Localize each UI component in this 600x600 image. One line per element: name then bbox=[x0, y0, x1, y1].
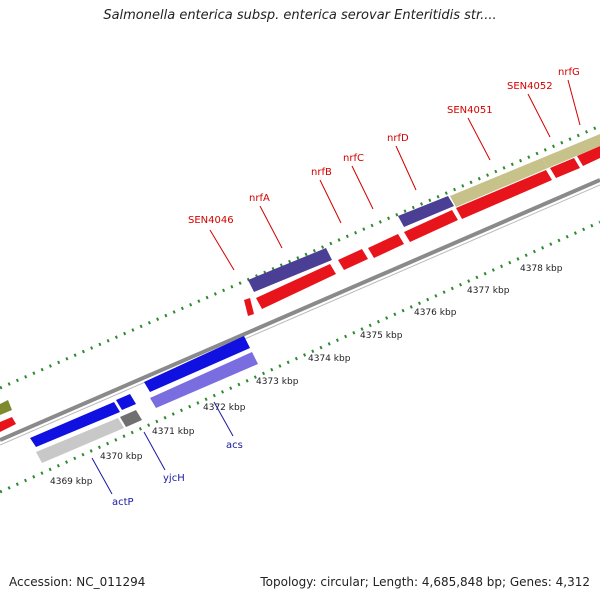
reverse-gene-labels: actP yjcH acs bbox=[112, 440, 243, 508]
reverse-tick-track bbox=[0, 220, 600, 494]
leader-nrfC bbox=[351, 165, 374, 210]
block-purple-nrfD[interactable] bbox=[398, 196, 454, 227]
leader-acs bbox=[213, 401, 234, 437]
leader-SEN4051 bbox=[467, 117, 491, 161]
label-nrfD[interactable]: nrfD bbox=[387, 133, 409, 144]
leader-nrfA bbox=[259, 205, 283, 249]
kbp-label-4378: 4378 kbp bbox=[520, 264, 563, 274]
gene-acs-light[interactable] bbox=[150, 352, 258, 408]
gene-actP[interactable] bbox=[30, 402, 120, 447]
kbp-label-4377: 4377 kbp bbox=[467, 286, 510, 296]
label-acs[interactable]: acs bbox=[226, 440, 243, 451]
gene-SEN4052[interactable] bbox=[550, 158, 580, 178]
leader-SEN4046 bbox=[209, 229, 235, 271]
forward-gene-labels: SEN4046 nrfA nrfB nrfC nrfD SEN4051 SEN4… bbox=[188, 67, 580, 226]
label-yjcH[interactable]: yjcH bbox=[163, 473, 185, 484]
block-khaki-1[interactable] bbox=[450, 158, 548, 207]
kbp-label-4373: 4373 kbp bbox=[256, 377, 299, 387]
block-purple-nrfA[interactable] bbox=[248, 248, 332, 292]
label-nrfC[interactable]: nrfC bbox=[343, 153, 364, 164]
kbp-label-4375: 4375 kbp bbox=[360, 331, 403, 341]
kbp-label-4369: 4369 kbp bbox=[50, 477, 93, 487]
gene-actP-shadow[interactable] bbox=[36, 418, 124, 463]
label-SEN4046[interactable]: SEN4046 bbox=[188, 215, 234, 226]
label-actP[interactable]: actP bbox=[112, 497, 134, 508]
gene-nrfD[interactable] bbox=[404, 210, 458, 242]
leader-SEN4052 bbox=[527, 93, 551, 138]
reverse-label-leaders bbox=[91, 401, 234, 495]
genome-summary-text: Topology: circular; Length: 4,685,848 bp… bbox=[260, 575, 590, 589]
leader-actP bbox=[91, 457, 113, 495]
kbp-label-4371: 4371 kbp bbox=[152, 427, 195, 437]
accession-text: Accession: NC_011294 bbox=[9, 575, 146, 589]
label-nrfA[interactable]: nrfA bbox=[249, 193, 270, 204]
gene-acs[interactable] bbox=[144, 336, 250, 392]
reverse-genes bbox=[30, 336, 258, 463]
kbp-labels: 4369 kbp 4370 kbp 4371 kbp 4372 kbp 4373… bbox=[50, 264, 563, 487]
label-nrfG[interactable]: nrfG bbox=[558, 67, 580, 78]
genome-title: Salmonella enterica subsp. enterica sero… bbox=[103, 8, 497, 23]
forward-label-leaders bbox=[209, 79, 581, 271]
kbp-label-4370: 4370 kbp bbox=[100, 452, 143, 462]
leader-nrfG bbox=[567, 79, 581, 126]
gene-nrfB[interactable] bbox=[338, 249, 368, 270]
operon-blocks bbox=[0, 134, 600, 415]
gene-nrfA[interactable] bbox=[256, 264, 336, 309]
gene-forward-left-edge[interactable] bbox=[0, 417, 16, 432]
kbp-label-4374: 4374 kbp bbox=[308, 354, 351, 364]
forward-tick-track bbox=[0, 124, 600, 390]
gene-yjcH-dark[interactable] bbox=[120, 410, 142, 427]
backbone-line bbox=[0, 178, 600, 442]
reverse-tick-dots bbox=[0, 220, 600, 494]
backbone-shadow bbox=[0, 184, 600, 446]
gene-forward-small[interactable] bbox=[244, 298, 254, 316]
gene-nrfC[interactable] bbox=[368, 234, 404, 258]
block-olive[interactable] bbox=[0, 400, 12, 415]
gene-nrfG[interactable] bbox=[577, 146, 600, 166]
label-nrfB[interactable]: nrfB bbox=[311, 167, 332, 178]
leader-nrfD bbox=[395, 145, 417, 191]
forward-genes bbox=[0, 146, 600, 432]
label-SEN4052[interactable]: SEN4052 bbox=[507, 81, 553, 92]
forward-tick-dots bbox=[0, 124, 600, 390]
gene-SEN4051[interactable] bbox=[456, 170, 552, 219]
backbone bbox=[0, 178, 600, 446]
block-khaki-2[interactable] bbox=[542, 134, 600, 168]
label-SEN4051[interactable]: SEN4051 bbox=[447, 105, 493, 116]
leader-yjcH bbox=[143, 431, 166, 471]
kbp-label-4372: 4372 kbp bbox=[203, 403, 246, 413]
gene-yjcH[interactable] bbox=[116, 394, 136, 410]
kbp-label-4376: 4376 kbp bbox=[414, 308, 457, 318]
leader-nrfB bbox=[319, 179, 342, 224]
